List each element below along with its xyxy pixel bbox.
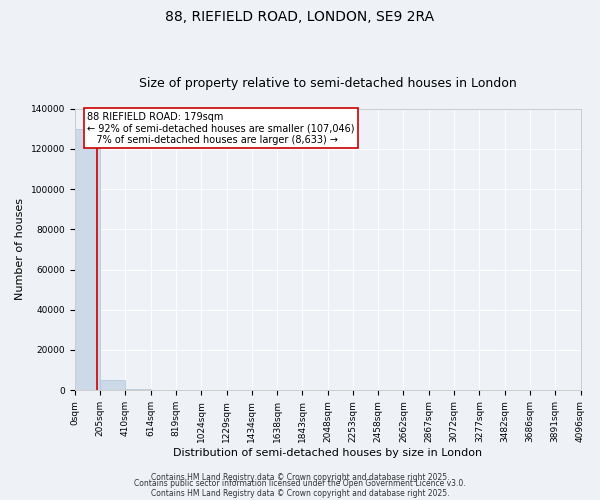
Text: Contains HM Land Registry data © Crown copyright and database right 2025.: Contains HM Land Registry data © Crown c… — [151, 472, 449, 482]
Text: 88, RIEFIELD ROAD, LONDON, SE9 2RA: 88, RIEFIELD ROAD, LONDON, SE9 2RA — [166, 10, 434, 24]
Text: Contains public sector information licensed under the Open Government Licence v3: Contains public sector information licen… — [134, 478, 466, 488]
Bar — [125, 389, 151, 390]
Y-axis label: Number of houses: Number of houses — [15, 198, 25, 300]
Bar — [100, 380, 125, 390]
Bar — [75, 129, 100, 390]
Text: 88 RIEFIELD ROAD: 179sqm
← 92% of semi-detached houses are smaller (107,046)
   : 88 RIEFIELD ROAD: 179sqm ← 92% of semi-d… — [88, 112, 355, 144]
Title: Size of property relative to semi-detached houses in London: Size of property relative to semi-detach… — [139, 76, 517, 90]
X-axis label: Distribution of semi-detached houses by size in London: Distribution of semi-detached houses by … — [173, 448, 482, 458]
Text: Contains HM Land Registry data © Crown copyright and database right 2025.: Contains HM Land Registry data © Crown c… — [151, 488, 449, 498]
